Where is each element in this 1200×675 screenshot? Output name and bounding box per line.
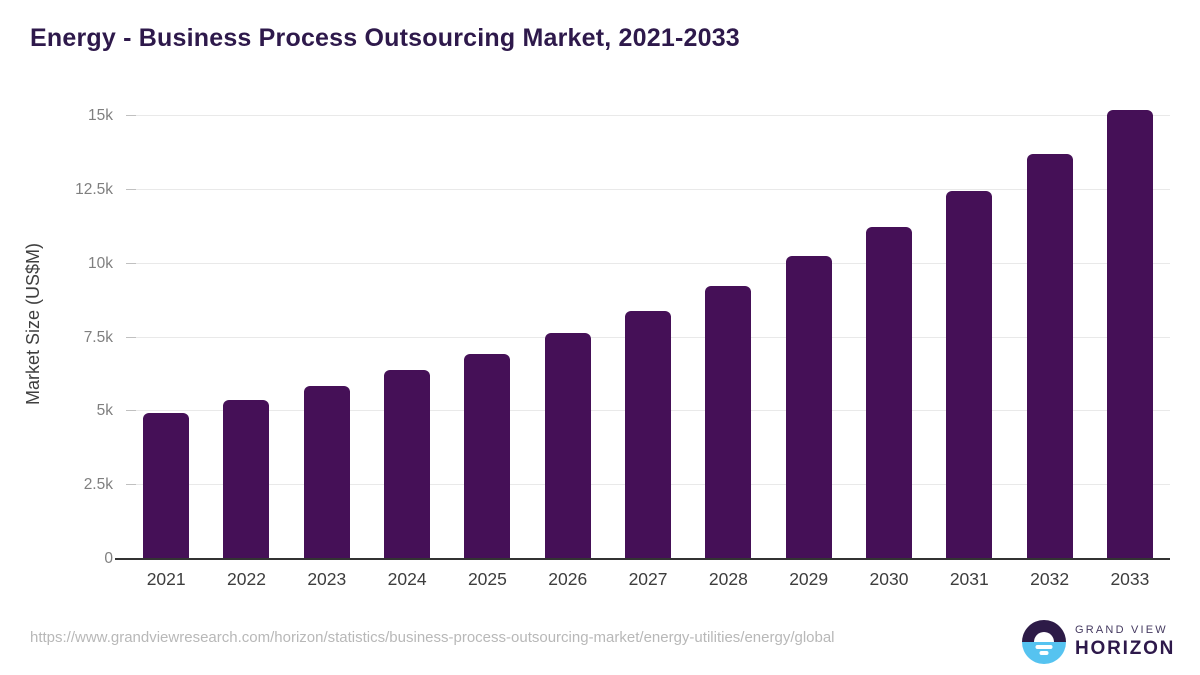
gridline-10k <box>126 262 1170 264</box>
bar-2031[interactable] <box>946 191 993 559</box>
x-axis-label-2021: 2021 <box>146 569 186 589</box>
bar-2027[interactable] <box>625 310 672 559</box>
bar-slot-2028 <box>688 89 768 559</box>
y-tick-label-7.5k: 7.5k <box>83 328 113 346</box>
bar-slot-2031 <box>929 89 1009 559</box>
x-axis-labels: 2021 2022 2023 2024 2025 2026 2027 2028 2029 2030… <box>126 569 1170 590</box>
bar-2030[interactable] <box>865 226 912 559</box>
x-axis-label-2031: 2031 <box>949 569 989 589</box>
bar-2026[interactable] <box>544 333 591 559</box>
x-axis-label-2025: 2025 <box>467 569 507 589</box>
bar-2023[interactable] <box>303 386 350 559</box>
logo-sun-arch-shape <box>1034 632 1054 642</box>
bar-2032[interactable] <box>1026 154 1073 559</box>
x-axis-label-2026: 2026 <box>548 569 588 589</box>
bar-2021[interactable] <box>143 412 190 559</box>
bar-slot-2033 <box>1090 89 1170 559</box>
chart-title: Energy - Business Process Outsourcing Ma… <box>30 24 740 52</box>
x-axis-label-2027: 2027 <box>628 569 668 589</box>
bar-series <box>126 89 1170 559</box>
brand-name-horizon: HORIZON <box>1075 638 1176 659</box>
gridline-12.5k <box>126 188 1170 190</box>
horizon-logo-icon <box>1022 620 1066 664</box>
y-tick-label-15k: 15k <box>88 107 113 125</box>
bar-slot-2021 <box>126 89 206 559</box>
gridline-15k <box>126 115 1170 117</box>
y-tick-label-12.5k: 12.5k <box>75 180 113 198</box>
brand-name-grand-view: GRAND VIEW <box>1075 624 1168 636</box>
x-axis-label-2033: 2033 <box>1110 569 1150 589</box>
y-axis-tick-labels: 0 2.5k 5k 7.5k 10k 12.5k 15k <box>0 89 113 567</box>
bar-slot-2026 <box>528 89 608 559</box>
bar-2022[interactable] <box>223 399 270 559</box>
logo-sky-shape <box>1022 620 1066 642</box>
bar-slot-2027 <box>608 89 688 559</box>
logo-reflection-line-2 <box>1039 651 1049 655</box>
bar-2024[interactable] <box>384 370 431 559</box>
x-axis-label-2029: 2029 <box>789 569 829 589</box>
bar-slot-2024 <box>367 89 447 559</box>
source-url: https://www.grandviewresearch.com/horizo… <box>30 629 835 646</box>
logo-reflection-line-1 <box>1035 645 1053 649</box>
x-axis-label-2024: 2024 <box>387 569 427 589</box>
bar-2029[interactable] <box>785 256 832 559</box>
y-tick-label-0: 0 <box>104 550 113 567</box>
y-tick-label-5k: 5k <box>96 402 113 420</box>
bar-slot-2030 <box>849 89 929 559</box>
y-tick-label-10k: 10k <box>88 254 113 272</box>
plot-area <box>115 89 1170 560</box>
x-axis-label-2028: 2028 <box>708 569 748 589</box>
bar-2025[interactable] <box>464 353 511 559</box>
bar-slot-2032 <box>1009 89 1089 559</box>
bar-2033[interactable] <box>1106 110 1153 559</box>
bar-slot-2025 <box>447 89 527 559</box>
bar-slot-2022 <box>206 89 286 559</box>
bar-slot-2023 <box>287 89 367 559</box>
x-axis-label-2032: 2032 <box>1030 569 1070 589</box>
brand-logo-text: GRAND VIEW HORIZON <box>1075 624 1175 660</box>
y-tick-label-2.5k: 2.5k <box>83 476 113 494</box>
brand-logo: GRAND VIEW HORIZON <box>1022 620 1175 664</box>
x-axis-label-2023: 2023 <box>307 569 347 589</box>
x-axis-line <box>115 558 1170 560</box>
bar-slot-2029 <box>769 89 849 559</box>
x-axis-label-2030: 2030 <box>869 569 909 589</box>
bar-2028[interactable] <box>705 285 752 559</box>
x-axis-label-2022: 2022 <box>227 569 266 589</box>
